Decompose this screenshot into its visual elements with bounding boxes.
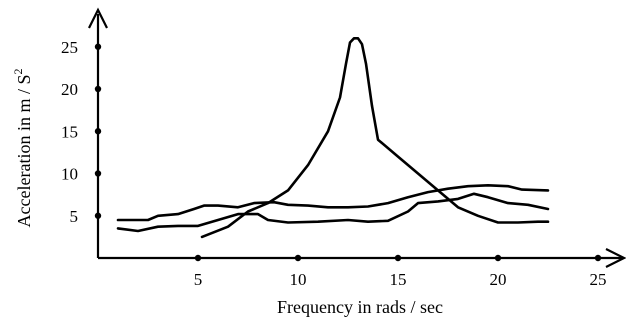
y-axis-arrowhead [88, 7, 108, 29]
x-tick-mark [494, 254, 502, 262]
y-axis-title-superscript: 2 [11, 69, 25, 75]
y-ticks: 5 10 15 20 25 [61, 38, 102, 226]
y-tick-mark [94, 212, 102, 219]
y-axis-title: Acceleration in m / S2 [11, 69, 34, 228]
series-line-1 [200, 36, 550, 239]
y-tick-label: 10 [61, 165, 78, 184]
y-tick-mark [94, 170, 102, 177]
x-tick-label: 10 [290, 270, 307, 289]
x-tick-mark [194, 254, 202, 262]
x-tick-label: 5 [194, 270, 203, 289]
x-ticks: 5 10 15 20 25 [194, 254, 607, 289]
y-axis-title-text: Acceleration in m / S [14, 75, 34, 228]
y-tick-label: 25 [61, 38, 78, 57]
x-tick-mark [294, 254, 302, 262]
series-line-3 [116, 192, 550, 233]
y-tick-label: 20 [61, 80, 78, 99]
y-tick-label: 15 [61, 122, 78, 141]
series-group [116, 36, 550, 239]
y-tick-mark [94, 85, 102, 93]
axes [88, 7, 626, 268]
y-tick-mark [94, 128, 102, 135]
x-tick-label: 25 [590, 270, 607, 289]
x-tick-mark [594, 254, 602, 262]
series-line-2 [116, 184, 550, 222]
x-axis-title: Frequency in rads / sec [277, 297, 443, 317]
x-axis-arrowhead [605, 248, 626, 268]
y-tick-label: 5 [70, 207, 79, 226]
x-tick-label: 15 [390, 270, 407, 289]
x-tick-mark [394, 254, 402, 262]
y-tick-mark [94, 43, 102, 50]
x-tick-label: 20 [490, 270, 507, 289]
